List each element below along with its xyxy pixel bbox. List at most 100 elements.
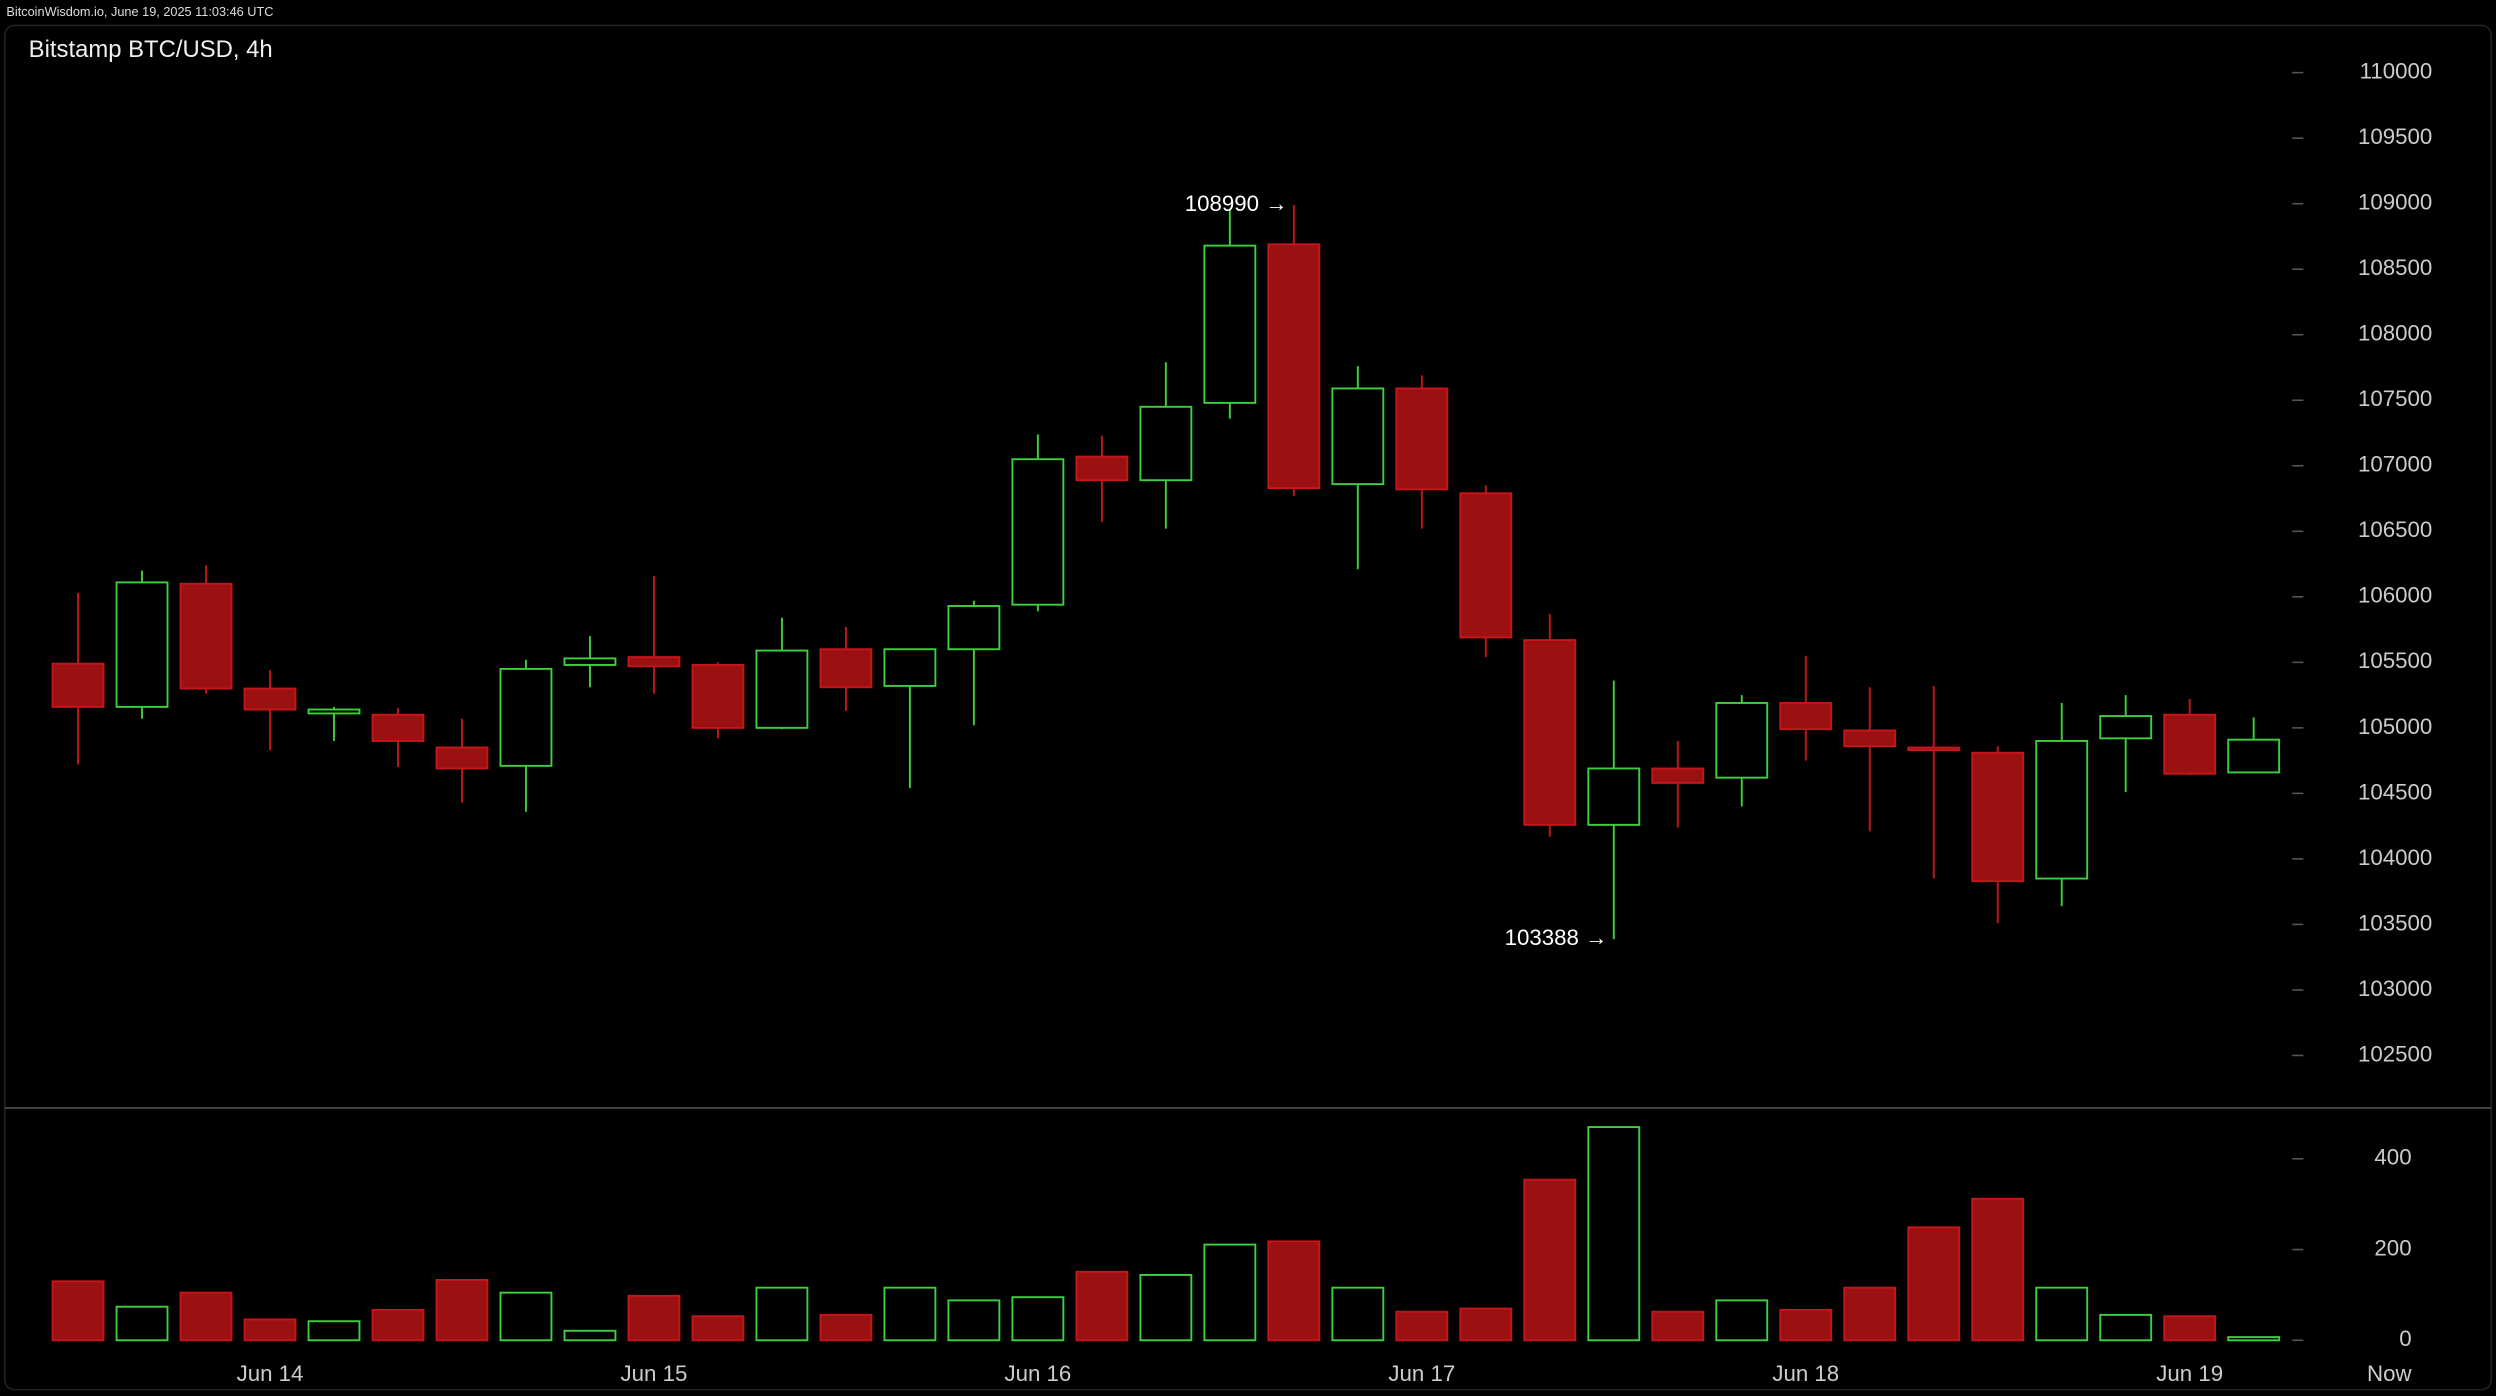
x-tick-label: Jun 17	[1388, 1361, 1455, 1386]
volume-bar	[563, 1329, 617, 1342]
candle-body	[1971, 751, 2025, 883]
candle-body	[819, 648, 873, 689]
volume-bar	[1971, 1197, 2025, 1342]
y-tick-label: 107500	[2358, 386, 2432, 411]
candle-body	[883, 648, 937, 687]
candle-body	[243, 687, 297, 711]
candle-body	[1459, 492, 1513, 639]
y-tick-label: 108000	[2358, 321, 2432, 346]
candle-body	[2035, 740, 2089, 880]
y-tick-label: 0	[2399, 1326, 2411, 1351]
volume-bar	[1395, 1310, 1449, 1342]
y-tick-label: 106000	[2358, 583, 2432, 608]
candle-body	[51, 662, 105, 708]
candle-body	[1331, 387, 1385, 486]
candle-body	[1651, 767, 1705, 784]
candle-body	[563, 657, 617, 666]
candle-body	[307, 708, 361, 715]
volume-bar	[499, 1291, 553, 1342]
candle-body	[1715, 702, 1769, 779]
y-tick-label: 109000	[2358, 190, 2432, 215]
candle-body	[627, 656, 681, 668]
y-tick-label: 103000	[2358, 976, 2432, 1001]
y-tick-label: 105000	[2358, 714, 2432, 739]
candle-body	[499, 667, 553, 767]
panel-border	[4, 24, 2492, 1391]
candle-body	[371, 713, 425, 742]
volume-bar	[1011, 1296, 1065, 1342]
y-tick-label: 103500	[2358, 910, 2432, 935]
volume-bar	[2163, 1315, 2217, 1342]
candle-body	[115, 581, 169, 708]
x-tick-label: Jun 14	[237, 1361, 304, 1386]
x-tick-label: Jun 15	[621, 1361, 688, 1386]
candle-body	[755, 649, 809, 729]
y-tick-label: 107000	[2358, 452, 2432, 477]
candle-body	[1075, 455, 1129, 482]
y-tick-label: 104000	[2358, 845, 2432, 870]
candle-body	[1203, 244, 1257, 404]
volume-bar	[243, 1318, 297, 1342]
candle-body	[179, 582, 233, 690]
volume-bar	[1331, 1286, 1385, 1342]
volume-bar	[1459, 1307, 1513, 1342]
volume-bar	[1267, 1240, 1321, 1342]
x-tick-label: Jun 19	[2156, 1361, 2223, 1386]
y-tick-label: 400	[2374, 1145, 2411, 1170]
candle-body	[1907, 746, 1961, 752]
volume-bar	[1203, 1243, 1257, 1342]
y-tick-label: 104500	[2358, 779, 2432, 804]
volume-bar	[1907, 1226, 1961, 1342]
y-tick-label: 105500	[2358, 648, 2432, 673]
volume-bar	[2035, 1286, 2089, 1342]
candle-body	[1779, 702, 1833, 731]
volume-bar	[51, 1280, 105, 1342]
candle-body	[1267, 243, 1321, 490]
volume-bar	[115, 1305, 169, 1342]
volume-bar	[947, 1299, 1001, 1342]
now-label: Now	[2367, 1361, 2412, 1386]
price-annotation: 108990 →	[1185, 191, 1288, 216]
candle-body	[1843, 729, 1897, 748]
volume-bar	[1139, 1274, 1193, 1342]
volume-bar	[371, 1308, 425, 1342]
candle-body	[2163, 713, 2217, 775]
candle-body	[1523, 639, 1577, 826]
candle-body	[691, 664, 745, 729]
candle-body	[1395, 387, 1449, 491]
candle-body	[1011, 458, 1065, 606]
volume-bar	[1779, 1308, 1833, 1342]
y-tick-label: 109500	[2358, 124, 2432, 149]
volume-bar	[1523, 1178, 1577, 1342]
volume-bar	[627, 1294, 681, 1342]
y-tick-label: 200	[2374, 1235, 2411, 1260]
y-tick-label: 108500	[2358, 255, 2432, 280]
volume-bar	[2227, 1336, 2281, 1342]
volume-bar	[691, 1315, 745, 1342]
y-tick-label: 106500	[2358, 517, 2432, 542]
candle-body	[2227, 738, 2281, 774]
chart-title: Bitstamp BTC/USD, 4h	[29, 36, 273, 63]
y-tick-label: 110000	[2360, 59, 2433, 84]
volume-bar	[2099, 1313, 2153, 1342]
candle-body	[1139, 405, 1193, 482]
volume-bar	[819, 1313, 873, 1342]
volume-bar	[1843, 1286, 1897, 1342]
volume-bar	[1075, 1270, 1129, 1342]
volume-bar	[435, 1278, 489, 1342]
x-tick-label: Jun 16	[1004, 1361, 1071, 1386]
volume-bar	[755, 1286, 809, 1342]
candle-body	[1587, 767, 1641, 826]
volume-bar	[1715, 1299, 1769, 1342]
candle-body	[2099, 715, 2153, 740]
candle-body	[947, 605, 1001, 651]
volume-bar	[179, 1291, 233, 1342]
volume-bar	[1587, 1126, 1641, 1342]
y-tick-label: 102500	[2358, 1041, 2432, 1066]
price-annotation: 103388 →	[1505, 925, 1608, 950]
volume-bar	[1651, 1310, 1705, 1342]
candle-body	[435, 746, 489, 770]
volume-bar	[883, 1286, 937, 1342]
